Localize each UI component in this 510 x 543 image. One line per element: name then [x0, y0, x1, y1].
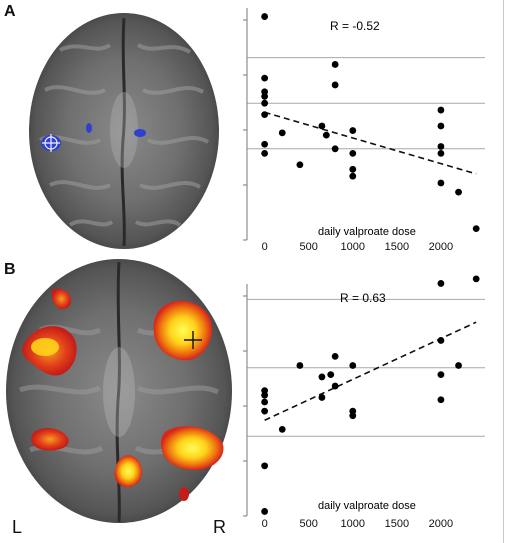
x-tick-label-a: 1000: [341, 241, 365, 253]
data-point-a: [437, 179, 445, 187]
x-tick-label-a: 1500: [385, 241, 409, 253]
data-point-a: [437, 122, 445, 130]
data-point-b: [261, 508, 269, 515]
data-point-a: [349, 165, 357, 173]
data-point-b: [437, 371, 445, 379]
data-point-b: [331, 382, 339, 390]
data-point-b: [437, 280, 445, 287]
right-border: [503, 0, 504, 543]
data-point-a: [322, 131, 330, 139]
data-point-b: [261, 391, 269, 399]
brain-b-ventricles: [103, 347, 135, 437]
data-point-a: [331, 61, 339, 68]
x-tick-label-b: 0: [262, 518, 268, 530]
x-tick-label-b: 500: [300, 518, 318, 530]
x-axis-label-a: daily valproate dose: [318, 226, 416, 238]
data-point-a: [331, 145, 339, 153]
data-point-a: [261, 13, 269, 20]
correlation-label-b: R = 0.63: [340, 291, 386, 305]
data-point-b: [261, 407, 269, 415]
x-axis-label-b: daily valproate dose: [318, 500, 416, 512]
data-point-a: [455, 188, 462, 196]
data-point-b: [261, 398, 269, 406]
cluster-b-left-sup: [51, 288, 72, 310]
cluster-a-mid-right: [134, 129, 146, 137]
data-point-b: [278, 425, 286, 433]
x-tick-label-a: 500: [300, 241, 318, 253]
cluster-b-posterior: [114, 455, 143, 488]
data-point-b: [472, 275, 480, 283]
data-point-a: [318, 122, 326, 130]
data-point-b: [437, 396, 445, 404]
data-point-b: [327, 371, 335, 379]
data-point-b: [331, 353, 339, 360]
data-point-b: [349, 412, 357, 420]
brain-a-ventricles: [110, 92, 138, 168]
data-point-a: [437, 106, 445, 114]
data-point-a: [261, 140, 269, 148]
data-point-a: [437, 149, 445, 157]
brain-left-label: L: [12, 517, 23, 537]
data-point-b: [349, 362, 357, 369]
data-point-b: [261, 462, 269, 470]
data-point-a: [278, 129, 286, 137]
cluster-a-mid-left: [86, 123, 92, 133]
panel-label-a: A: [4, 3, 16, 20]
data-point-b: [318, 373, 326, 381]
data-point-a: [296, 161, 304, 169]
data-point-a: [261, 99, 269, 107]
correlation-label-a: R = -0.52: [330, 19, 380, 33]
data-point-a: [261, 92, 269, 100]
data-point-b: [296, 362, 304, 369]
panel-label-b: B: [4, 261, 16, 278]
cluster-b-small: [179, 487, 189, 501]
data-point-b: [455, 362, 462, 369]
trend-line-a: [264, 111, 477, 175]
brain-right-label: R: [213, 517, 226, 537]
data-point-b: [318, 394, 326, 401]
cluster-b-left-parietal: [31, 428, 69, 451]
brain-a-midline: [120, 17, 126, 247]
data-point-a: [261, 74, 269, 82]
brain-image-b: [6, 259, 232, 523]
crosshair-b-icon: [184, 331, 202, 349]
data-point-a: [437, 143, 445, 150]
brain-image-a: [29, 13, 219, 249]
data-point-a: [261, 111, 269, 118]
data-point-a: [349, 172, 357, 180]
cluster-b-right-parietal: [161, 426, 224, 470]
data-point-a: [331, 81, 339, 89]
cluster-b-left-frontal-core: [31, 338, 59, 356]
brain-b-midline: [115, 261, 121, 523]
x-tick-label-a: 0: [262, 241, 268, 253]
scatter-plot-b: R = 0.63 daily valproate dose 0 500 1000 15…: [243, 275, 485, 530]
x-tick-label-b: 1500: [385, 518, 409, 530]
data-point-a: [349, 127, 357, 134]
x-tick-label-b: 2000: [429, 518, 453, 530]
data-point-a: [349, 149, 357, 157]
x-tick-label-b: 1000: [341, 518, 365, 530]
data-point-a: [472, 225, 480, 233]
x-tick-label-a: 2000: [429, 241, 453, 253]
cluster-b-right-frontal: [153, 300, 212, 361]
crosshair-a-icon: [42, 134, 60, 152]
data-point-b: [437, 337, 445, 344]
scatter-plot-a: R = -0.52 daily valproate dose 0 500 1000 1…: [243, 8, 485, 253]
trend-line-b: [264, 321, 477, 421]
data-point-a: [261, 149, 269, 157]
